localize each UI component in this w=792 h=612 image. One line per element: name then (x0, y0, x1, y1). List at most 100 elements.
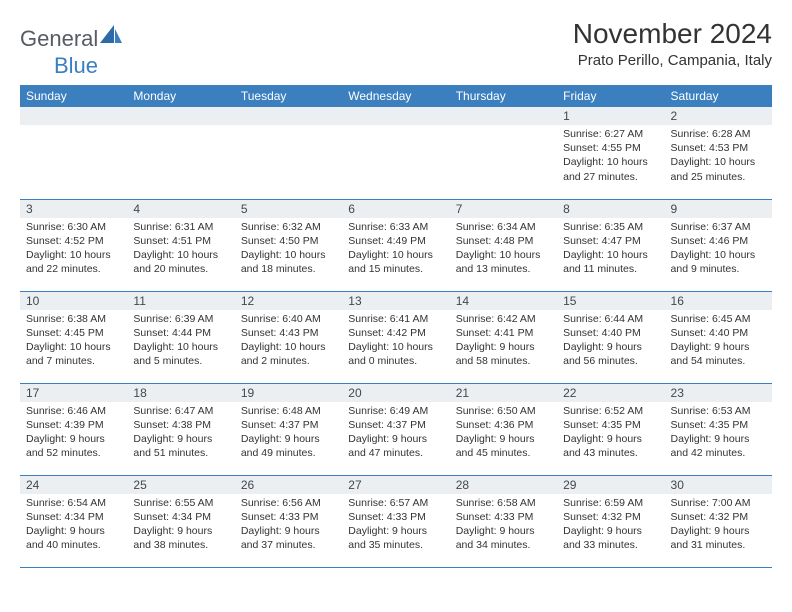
calendar-header-row: SundayMondayTuesdayWednesdayThursdayFrid… (20, 85, 772, 107)
calendar-day-cell: 11Sunrise: 6:39 AMSunset: 4:44 PMDayligh… (127, 291, 234, 383)
day-body: Sunrise: 6:37 AMSunset: 4:46 PMDaylight:… (665, 218, 772, 281)
calendar-header-cell: Wednesday (342, 85, 449, 107)
calendar-week-row: 10Sunrise: 6:38 AMSunset: 4:45 PMDayligh… (20, 291, 772, 383)
day-number: 12 (235, 292, 342, 310)
day-body: Sunrise: 6:38 AMSunset: 4:45 PMDaylight:… (20, 310, 127, 373)
day-number: 9 (665, 200, 772, 218)
day-number: 20 (342, 384, 449, 402)
day-number: 2 (665, 107, 772, 125)
calendar-day-cell: 28Sunrise: 6:58 AMSunset: 4:33 PMDayligh… (450, 475, 557, 567)
day-number: 6 (342, 200, 449, 218)
day-body: Sunrise: 6:32 AMSunset: 4:50 PMDaylight:… (235, 218, 342, 281)
calendar-day-cell: 6Sunrise: 6:33 AMSunset: 4:49 PMDaylight… (342, 199, 449, 291)
logo: General (20, 26, 122, 52)
day-number: 23 (665, 384, 772, 402)
day-body: Sunrise: 6:45 AMSunset: 4:40 PMDaylight:… (665, 310, 772, 373)
day-number: 28 (450, 476, 557, 494)
calendar-header-cell: Friday (557, 85, 664, 107)
logo-sail-icon (100, 25, 122, 48)
day-body: Sunrise: 6:27 AMSunset: 4:55 PMDaylight:… (557, 125, 664, 188)
calendar-day-cell: 20Sunrise: 6:49 AMSunset: 4:37 PMDayligh… (342, 383, 449, 475)
day-number: 25 (127, 476, 234, 494)
calendar-day-cell: 2Sunrise: 6:28 AMSunset: 4:53 PMDaylight… (665, 107, 772, 199)
logo-text-general: General (20, 26, 98, 52)
logo-text-blue: Blue (54, 53, 98, 78)
calendar-table: SundayMondayTuesdayWednesdayThursdayFrid… (20, 85, 772, 568)
calendar-header-cell: Saturday (665, 85, 772, 107)
calendar-empty-cell (342, 107, 449, 199)
day-body: Sunrise: 6:42 AMSunset: 4:41 PMDaylight:… (450, 310, 557, 373)
day-body: Sunrise: 6:40 AMSunset: 4:43 PMDaylight:… (235, 310, 342, 373)
day-number: 1 (557, 107, 664, 125)
calendar-week-row: 3Sunrise: 6:30 AMSunset: 4:52 PMDaylight… (20, 199, 772, 291)
calendar-header-cell: Thursday (450, 85, 557, 107)
calendar-day-cell: 14Sunrise: 6:42 AMSunset: 4:41 PMDayligh… (450, 291, 557, 383)
day-body: Sunrise: 6:44 AMSunset: 4:40 PMDaylight:… (557, 310, 664, 373)
calendar-empty-cell (127, 107, 234, 199)
day-body: Sunrise: 6:55 AMSunset: 4:34 PMDaylight:… (127, 494, 234, 557)
calendar-week-row: 24Sunrise: 6:54 AMSunset: 4:34 PMDayligh… (20, 475, 772, 567)
day-number: 27 (342, 476, 449, 494)
day-number: 19 (235, 384, 342, 402)
day-number: 7 (450, 200, 557, 218)
calendar-week-row: 17Sunrise: 6:46 AMSunset: 4:39 PMDayligh… (20, 383, 772, 475)
day-number: 10 (20, 292, 127, 310)
calendar-empty-cell (235, 107, 342, 199)
day-body: Sunrise: 6:34 AMSunset: 4:48 PMDaylight:… (450, 218, 557, 281)
day-body: Sunrise: 6:59 AMSunset: 4:32 PMDaylight:… (557, 494, 664, 557)
month-title: November 2024 (573, 18, 772, 50)
day-number: 29 (557, 476, 664, 494)
day-body: Sunrise: 6:54 AMSunset: 4:34 PMDaylight:… (20, 494, 127, 557)
calendar-day-cell: 12Sunrise: 6:40 AMSunset: 4:43 PMDayligh… (235, 291, 342, 383)
calendar-day-cell: 23Sunrise: 6:53 AMSunset: 4:35 PMDayligh… (665, 383, 772, 475)
day-number: 21 (450, 384, 557, 402)
day-body: Sunrise: 6:39 AMSunset: 4:44 PMDaylight:… (127, 310, 234, 373)
day-body: Sunrise: 6:52 AMSunset: 4:35 PMDaylight:… (557, 402, 664, 465)
calendar-empty-cell (20, 107, 127, 199)
calendar-day-cell: 15Sunrise: 6:44 AMSunset: 4:40 PMDayligh… (557, 291, 664, 383)
calendar-day-cell: 29Sunrise: 6:59 AMSunset: 4:32 PMDayligh… (557, 475, 664, 567)
calendar-empty-cell (450, 107, 557, 199)
calendar-day-cell: 22Sunrise: 6:52 AMSunset: 4:35 PMDayligh… (557, 383, 664, 475)
calendar-day-cell: 3Sunrise: 6:30 AMSunset: 4:52 PMDaylight… (20, 199, 127, 291)
calendar-day-cell: 5Sunrise: 6:32 AMSunset: 4:50 PMDaylight… (235, 199, 342, 291)
day-body: Sunrise: 6:49 AMSunset: 4:37 PMDaylight:… (342, 402, 449, 465)
day-number: 16 (665, 292, 772, 310)
day-number: 13 (342, 292, 449, 310)
day-body: Sunrise: 6:50 AMSunset: 4:36 PMDaylight:… (450, 402, 557, 465)
calendar-day-cell: 21Sunrise: 6:50 AMSunset: 4:36 PMDayligh… (450, 383, 557, 475)
calendar-day-cell: 8Sunrise: 6:35 AMSunset: 4:47 PMDaylight… (557, 199, 664, 291)
calendar-header-cell: Sunday (20, 85, 127, 107)
day-body: Sunrise: 6:33 AMSunset: 4:49 PMDaylight:… (342, 218, 449, 281)
day-number: 14 (450, 292, 557, 310)
title-block: November 2024 Prato Perillo, Campania, I… (573, 18, 772, 69)
calendar-day-cell: 18Sunrise: 6:47 AMSunset: 4:38 PMDayligh… (127, 383, 234, 475)
day-body: Sunrise: 6:57 AMSunset: 4:33 PMDaylight:… (342, 494, 449, 557)
calendar-day-cell: 27Sunrise: 6:57 AMSunset: 4:33 PMDayligh… (342, 475, 449, 567)
day-body: Sunrise: 6:28 AMSunset: 4:53 PMDaylight:… (665, 125, 772, 188)
day-number: 4 (127, 200, 234, 218)
calendar-day-cell: 16Sunrise: 6:45 AMSunset: 4:40 PMDayligh… (665, 291, 772, 383)
day-number: 17 (20, 384, 127, 402)
calendar-day-cell: 26Sunrise: 6:56 AMSunset: 4:33 PMDayligh… (235, 475, 342, 567)
location-label: Prato Perillo, Campania, Italy (573, 52, 772, 69)
day-number: 18 (127, 384, 234, 402)
calendar-header-cell: Tuesday (235, 85, 342, 107)
calendar-day-cell: 13Sunrise: 6:41 AMSunset: 4:42 PMDayligh… (342, 291, 449, 383)
day-body: Sunrise: 6:53 AMSunset: 4:35 PMDaylight:… (665, 402, 772, 465)
calendar-day-cell: 17Sunrise: 6:46 AMSunset: 4:39 PMDayligh… (20, 383, 127, 475)
day-body: Sunrise: 7:00 AMSunset: 4:32 PMDaylight:… (665, 494, 772, 557)
day-number: 24 (20, 476, 127, 494)
calendar-day-cell: 24Sunrise: 6:54 AMSunset: 4:34 PMDayligh… (20, 475, 127, 567)
calendar-header-cell: Monday (127, 85, 234, 107)
day-number: 22 (557, 384, 664, 402)
day-body: Sunrise: 6:41 AMSunset: 4:42 PMDaylight:… (342, 310, 449, 373)
calendar-week-row: 1Sunrise: 6:27 AMSunset: 4:55 PMDaylight… (20, 107, 772, 199)
day-body: Sunrise: 6:46 AMSunset: 4:39 PMDaylight:… (20, 402, 127, 465)
day-body: Sunrise: 6:35 AMSunset: 4:47 PMDaylight:… (557, 218, 664, 281)
calendar-day-cell: 1Sunrise: 6:27 AMSunset: 4:55 PMDaylight… (557, 107, 664, 199)
calendar-day-cell: 19Sunrise: 6:48 AMSunset: 4:37 PMDayligh… (235, 383, 342, 475)
day-number: 8 (557, 200, 664, 218)
calendar-day-cell: 30Sunrise: 7:00 AMSunset: 4:32 PMDayligh… (665, 475, 772, 567)
day-number: 3 (20, 200, 127, 218)
